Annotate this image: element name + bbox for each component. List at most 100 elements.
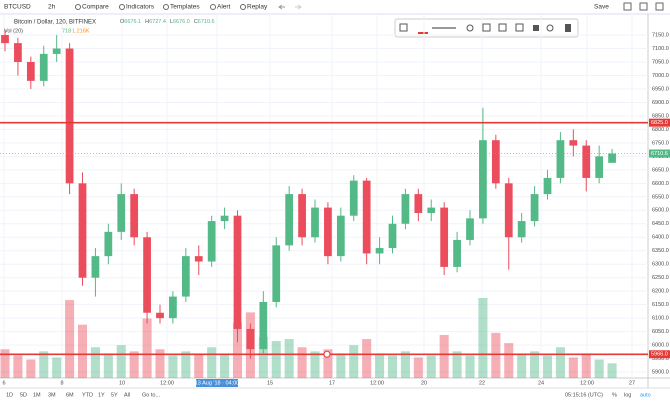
volume-bar: [426, 355, 436, 378]
candle-body: [453, 239, 461, 267]
range-button[interactable]: 5D: [20, 392, 27, 398]
clock: 05:15:16 (UTC): [565, 392, 603, 398]
tool-icon[interactable]: [515, 23, 524, 32]
candle-body: [582, 145, 591, 178]
candle-body: [311, 207, 319, 238]
volume-bar: [400, 351, 410, 378]
tool-icon[interactable]: [466, 24, 474, 32]
candle-body: [491, 140, 500, 184]
plot: [0, 14, 648, 378]
y-tick-label: 7150.0: [652, 32, 669, 38]
scale-option[interactable]: %: [612, 392, 617, 398]
button-icon[interactable]: [119, 4, 125, 10]
scale-option[interactable]: auto: [640, 392, 651, 398]
candle-body: [336, 215, 345, 257]
fullscreen-icon[interactable]: [655, 2, 664, 11]
y-tick-label: 7000.0: [652, 73, 669, 79]
volume-bar: [362, 339, 372, 378]
candle-body: [181, 256, 190, 297]
toolbar-button[interactable]: Indicators: [126, 4, 155, 11]
ohlc-value: 6727.4: [149, 19, 166, 25]
button-icon[interactable]: [240, 4, 246, 10]
price-label-box: [649, 149, 670, 158]
range-button[interactable]: All: [124, 392, 130, 398]
range-button[interactable]: 5Y: [111, 392, 118, 398]
goto-button[interactable]: Go to...: [142, 392, 161, 398]
y-tick-label: 6850.0: [652, 113, 669, 119]
volume-bar: [207, 347, 217, 378]
volume-bar: [491, 332, 501, 378]
volume-bar: [581, 353, 591, 378]
button-icon[interactable]: [75, 4, 81, 10]
volume-bar: [258, 336, 268, 378]
candle-body: [246, 328, 255, 350]
candle-body: [324, 207, 332, 257]
y-tick-label: 6300.0: [652, 262, 669, 268]
candle-body: [569, 140, 578, 146]
x-tick-label: 15: [267, 380, 273, 386]
range-button[interactable]: YTD: [82, 392, 93, 398]
tool-icon[interactable]: [498, 23, 507, 32]
crosshair-time-box: [196, 379, 238, 387]
volume-bar: [542, 355, 553, 378]
ohlc-label: H: [145, 19, 149, 25]
candle-body: [427, 207, 436, 213]
toolbar-button[interactable]: Compare: [82, 4, 109, 11]
settings-icon[interactable]: [623, 2, 632, 11]
candle-body: [14, 43, 22, 62]
eye-icon[interactable]: [546, 24, 554, 32]
button-icon[interactable]: [163, 4, 169, 10]
volume-bar: [284, 339, 294, 378]
trash-icon[interactable]: [565, 24, 571, 32]
button-icon[interactable]: [210, 4, 216, 10]
redo-icon[interactable]: [295, 4, 302, 10]
undo-icon[interactable]: [278, 4, 285, 10]
y-tick-label: 6400.0: [652, 235, 669, 241]
save-button[interactable]: Save: [594, 4, 609, 11]
volume-bar: [413, 357, 423, 378]
range-button[interactable]: 1Y: [98, 392, 105, 398]
volume-bar: [336, 353, 346, 378]
candle-body: [156, 312, 164, 319]
y-tick-label: 6750.0: [652, 140, 669, 146]
candle-body: [233, 215, 242, 329]
x-tick-label: 10: [119, 380, 125, 386]
candle-body: [259, 301, 268, 350]
volume-bar: [90, 347, 100, 378]
x-tick-label: 6: [2, 380, 5, 386]
y-tick-label: 6100.0: [652, 316, 669, 322]
x-tick-label: 13 Aug '18 · 04:00: [195, 380, 239, 386]
range-button[interactable]: 1M: [33, 392, 41, 398]
y-tick-label: 5900.0: [652, 370, 669, 376]
lock-icon[interactable]: [533, 25, 539, 31]
volume-bar: [555, 347, 565, 378]
range-button[interactable]: 6M: [66, 392, 74, 398]
candle-body: [272, 245, 281, 302]
y-tick-label: 6250.0: [652, 275, 669, 281]
y-tick-label: 6050.0: [652, 329, 669, 335]
scale-option[interactable]: log: [624, 392, 631, 398]
tool-icon[interactable]: [399, 23, 408, 32]
toolbar-button[interactable]: Templates: [170, 4, 200, 11]
line-handle[interactable]: [323, 350, 331, 358]
top-toolbar: BTCUSD 2h Save: [0, 0, 670, 15]
candle-body: [285, 194, 294, 246]
range-button[interactable]: 3M: [48, 392, 56, 398]
volume-bar: [439, 334, 449, 378]
volume-bar: [517, 353, 527, 378]
x-tick-label: 20: [421, 380, 427, 386]
symbol[interactable]: BTCUSD: [4, 4, 31, 11]
candle-body: [194, 256, 203, 262]
camera-icon[interactable]: [639, 2, 648, 11]
interval[interactable]: 2h: [48, 4, 56, 11]
volume-bar: [194, 353, 204, 378]
range-button[interactable]: 1D: [6, 392, 13, 398]
volume-bar: [530, 351, 540, 378]
tool-icon[interactable]: [482, 23, 491, 32]
volume-average: 1.216K: [72, 28, 90, 34]
ohlc-value: 6676.0: [173, 19, 190, 25]
toolbar-button[interactable]: Replay: [247, 4, 268, 11]
volume-bar: [297, 347, 307, 378]
toolbar-button[interactable]: Alert: [217, 4, 231, 11]
